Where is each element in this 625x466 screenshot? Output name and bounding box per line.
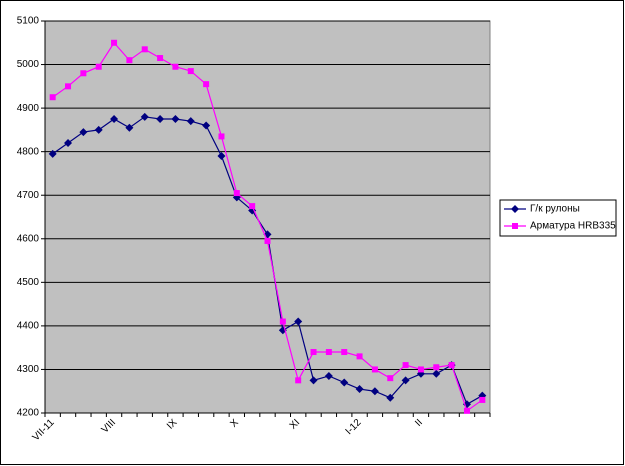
point [324, 371, 333, 380]
point [402, 362, 409, 369]
point [264, 237, 271, 244]
point [309, 376, 318, 385]
point [370, 387, 379, 396]
legend-label: Г/к рулоны [530, 204, 580, 215]
point [294, 317, 303, 326]
point [341, 349, 348, 356]
point [157, 55, 164, 62]
point [203, 81, 210, 88]
y-tick-label: 4300 [17, 364, 40, 375]
point [125, 123, 134, 132]
point [187, 68, 194, 75]
point [295, 377, 302, 384]
point [356, 353, 363, 360]
point [64, 138, 73, 147]
point [340, 378, 349, 387]
y-tick-label: 5100 [17, 16, 40, 27]
point [448, 362, 455, 369]
point [325, 349, 332, 356]
point [80, 70, 87, 77]
point [387, 375, 394, 382]
point [463, 407, 470, 414]
point [49, 94, 56, 101]
point [217, 152, 226, 161]
y-tick-label: 5000 [17, 59, 40, 70]
y-tick-label: 4800 [17, 146, 40, 157]
legend-label: Арматура HRB335 [530, 221, 616, 232]
point [511, 205, 519, 213]
point [65, 83, 72, 90]
point [110, 115, 119, 123]
point [417, 366, 424, 373]
point [279, 318, 286, 325]
point [156, 115, 165, 123]
point [432, 369, 441, 378]
point [401, 376, 410, 385]
y-tick-label: 4600 [17, 233, 40, 244]
point [172, 63, 179, 70]
y-tick-label: 4200 [17, 408, 40, 419]
point [479, 396, 486, 403]
y-tick-label: 4900 [17, 103, 40, 114]
point [186, 117, 195, 126]
point [79, 128, 88, 137]
y-tick-label: 4500 [17, 277, 40, 288]
y-tick-label: 4700 [17, 190, 40, 201]
point [126, 57, 133, 64]
point [249, 203, 256, 210]
point [111, 39, 118, 46]
point [433, 364, 440, 371]
point [48, 149, 57, 158]
point [141, 46, 148, 53]
point [233, 190, 240, 197]
point [95, 63, 102, 70]
point [202, 121, 211, 130]
point [94, 125, 103, 134]
y-tick-label: 4400 [17, 321, 40, 332]
point [218, 133, 225, 140]
point [386, 393, 395, 402]
point [512, 223, 518, 229]
legend [499, 199, 617, 237]
plot-area [44, 20, 491, 414]
x-tick-label: II [413, 417, 425, 429]
legend-box [499, 199, 617, 237]
point [371, 366, 378, 373]
point [171, 115, 180, 123]
point [140, 112, 149, 121]
point [310, 349, 317, 356]
point [355, 385, 364, 394]
